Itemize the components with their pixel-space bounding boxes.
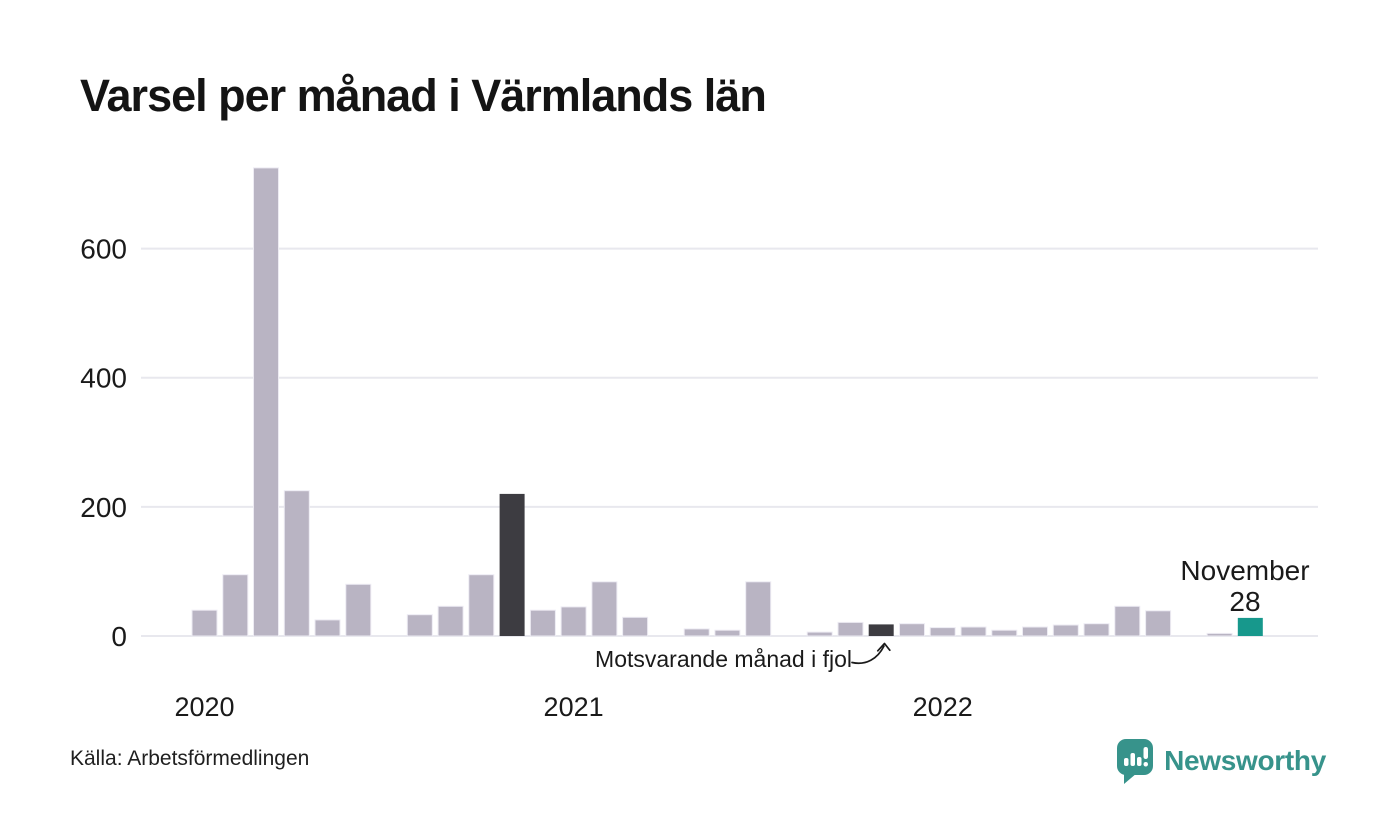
bar-2021-03 — [622, 616, 649, 637]
source-caption: Källa: Arbetsförmedlingen — [70, 747, 310, 770]
bar-2021-11 — [868, 624, 894, 636]
bar-2020-04 — [283, 490, 310, 637]
bar-2020-06 — [345, 583, 372, 637]
bar-2020-09 — [437, 605, 464, 637]
bar-2021-09 — [806, 631, 833, 637]
bar-2020-01 — [191, 609, 218, 637]
bar-2021-02 — [591, 581, 618, 637]
bar-2022-08 — [1145, 610, 1172, 637]
annotation-label: Motsvarande månad i fjol — [595, 646, 852, 672]
bar-2021-10 — [837, 621, 864, 637]
newsworthy-logo: Newsworthy — [1115, 737, 1326, 785]
highlight-month: November — [1180, 555, 1310, 586]
bar-2020-10 — [468, 574, 495, 637]
bars — [191, 167, 1263, 637]
chart-title: Varsel per månad i Värmlands län — [80, 70, 767, 121]
bar-2020-11 — [499, 493, 525, 636]
axis-labels: 0 200 400 600 2020 2021 2022 — [80, 234, 972, 722]
ytick-200: 200 — [80, 492, 127, 523]
bar-2020-02 — [222, 574, 249, 637]
bar-2022-10 — [1206, 632, 1233, 637]
newsworthy-wordmark: Newsworthy — [1164, 745, 1326, 776]
bar-2022-04 — [1022, 626, 1048, 637]
bar-2022-05 — [1052, 624, 1079, 637]
bar-2022-01 — [929, 627, 956, 637]
bar-2020-08 — [406, 614, 433, 637]
bar-2022-07 — [1114, 605, 1141, 637]
bar-2021-05 — [683, 628, 710, 637]
bar-2022-06 — [1083, 623, 1110, 637]
ytick-400: 400 — [80, 363, 127, 394]
xtick-2020: 2020 — [174, 692, 234, 722]
highlight-label: November 28 — [1159, 555, 1331, 617]
bar-2020-12 — [529, 609, 556, 637]
gridlines — [141, 247, 1318, 637]
bar-2021-12 — [899, 623, 925, 637]
bar-2021-07 — [745, 581, 772, 637]
bar-2022-02 — [960, 626, 987, 637]
bar-2020-05 — [314, 619, 341, 637]
annotation-arrow — [851, 642, 891, 665]
newsworthy-icon — [1117, 739, 1154, 784]
highlight-value: 28 — [1229, 586, 1261, 617]
bar-2022-03 — [991, 629, 1018, 637]
ytick-600: 600 — [80, 234, 127, 265]
xtick-2022: 2022 — [913, 692, 973, 722]
bar-2020-03 — [253, 167, 279, 637]
ytick-0: 0 — [111, 621, 127, 652]
bar-2021-01 — [560, 606, 587, 637]
xtick-2021: 2021 — [544, 692, 604, 722]
bar-2021-06 — [714, 629, 741, 637]
bar-2022-11 — [1237, 617, 1263, 636]
